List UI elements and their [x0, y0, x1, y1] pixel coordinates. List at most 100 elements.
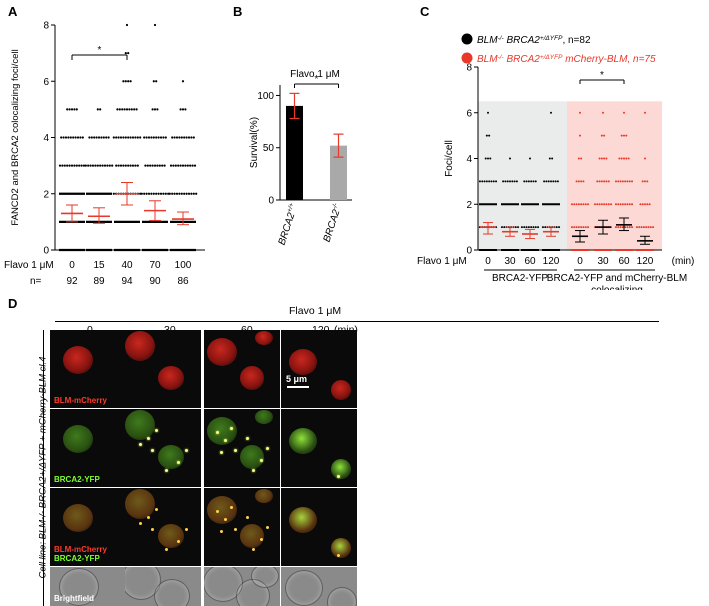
foci-dot-c [506, 180, 509, 183]
foci-dot [129, 136, 132, 139]
nucleus-red [158, 366, 184, 390]
foci-dot-c [514, 226, 517, 229]
micrograph-panel [204, 409, 280, 487]
foci-dot [105, 136, 108, 139]
foci-dot-c [638, 226, 641, 229]
focus-dot [337, 475, 340, 478]
foci-dot-c [527, 226, 530, 229]
nucleus-green [63, 425, 93, 453]
foci-dot [61, 164, 64, 167]
xrow-unit-c: (min) [672, 256, 695, 267]
foci-dot [180, 192, 183, 195]
foci-dot-c [628, 203, 631, 206]
foci-dot [191, 164, 194, 167]
foci-dot-c [631, 180, 634, 183]
foci-dot [179, 164, 182, 167]
foci-dot-c [619, 203, 622, 206]
foci-dot-c [644, 157, 646, 160]
foci-dot [66, 164, 69, 167]
foci-dot-c [605, 157, 608, 160]
foci-dot-c [573, 203, 576, 206]
foci-dot-c [587, 226, 590, 229]
foci-dot [117, 164, 120, 167]
foci-dot-c [640, 226, 643, 229]
foci-dot-c [641, 180, 644, 183]
foci-dot [147, 136, 151, 139]
foci-dot-c [500, 226, 503, 229]
foci-dot-c [607, 203, 610, 206]
foci-dot-c [492, 180, 495, 183]
focus-dot [151, 528, 154, 531]
foci-dot [152, 136, 155, 139]
focus-dot [224, 439, 227, 442]
bar-b [286, 105, 303, 200]
focus-dot [266, 447, 269, 450]
foci-dot-c [620, 134, 623, 137]
foci-dot [179, 108, 182, 111]
cell-outline [251, 567, 279, 588]
foci-dot [178, 136, 181, 139]
foci-dot-c [577, 180, 580, 183]
foci-dot [143, 192, 146, 195]
foci-dot-c [584, 203, 587, 206]
foci-dot-c [489, 157, 492, 160]
foci-dot-c [541, 226, 544, 229]
foci-dot [127, 136, 130, 139]
foci-dot-c [525, 226, 528, 229]
foci-dot-c [610, 203, 613, 206]
foci-dot-c [495, 180, 498, 183]
foci-dot-c [644, 180, 646, 183]
foci-dot [164, 136, 167, 139]
foci-dot [183, 136, 186, 139]
foci-dot [161, 164, 164, 167]
foci-dot-c [523, 226, 526, 229]
foci-dot-c [545, 180, 548, 183]
foci-dot-c [607, 180, 610, 183]
foci-dot-c [550, 180, 552, 183]
foci-dot-c [577, 226, 580, 229]
foci-dot-c [575, 226, 578, 229]
foci-dot [144, 164, 147, 167]
shade-right-c [567, 101, 662, 250]
foci-dot-c [621, 180, 624, 183]
foci-dot [68, 108, 71, 111]
foci-dot [158, 164, 161, 167]
xtick-label-c: 0 [577, 256, 583, 267]
foci-dot [76, 136, 80, 139]
foci-dot-c [577, 203, 580, 206]
focus-dot [216, 510, 219, 513]
focus-dot [177, 540, 180, 543]
focus-dot [147, 516, 150, 519]
foci-dot-c [485, 180, 488, 183]
foci-dot-c [644, 203, 646, 206]
foci-dot [184, 108, 187, 111]
foci-dot [69, 136, 72, 139]
micrograph-panel: 5 μm [281, 330, 357, 408]
focus-dot [220, 451, 223, 454]
focus-dot [165, 469, 168, 472]
focus-dot [266, 526, 269, 529]
xtick-label-b: BRCA2+/+ [276, 202, 301, 247]
nucleus-green [207, 417, 237, 445]
row-label-brightfield: Brightfield [54, 594, 94, 603]
foci-dot [107, 136, 110, 139]
foci-dot [150, 192, 153, 195]
nucleus-green [125, 410, 155, 440]
foci-dot [157, 136, 160, 139]
foci-dot-c [584, 226, 587, 229]
foci-dot-c [487, 157, 489, 160]
focus-dot [165, 548, 168, 551]
foci-dot [72, 136, 75, 139]
foci-dot-c [523, 180, 526, 183]
foci-dot [149, 164, 152, 167]
foci-dot-c [547, 180, 550, 183]
foci-dot [94, 164, 97, 167]
focus-dot [177, 461, 180, 464]
foci-dot-c [509, 180, 511, 183]
xtick-label-a: 40 [121, 260, 133, 271]
foci-dot-c [483, 180, 486, 183]
foci-dot [131, 164, 135, 167]
foci-dot-c [614, 226, 617, 229]
foci-dot [184, 164, 187, 167]
foci-dot-c [605, 180, 608, 183]
